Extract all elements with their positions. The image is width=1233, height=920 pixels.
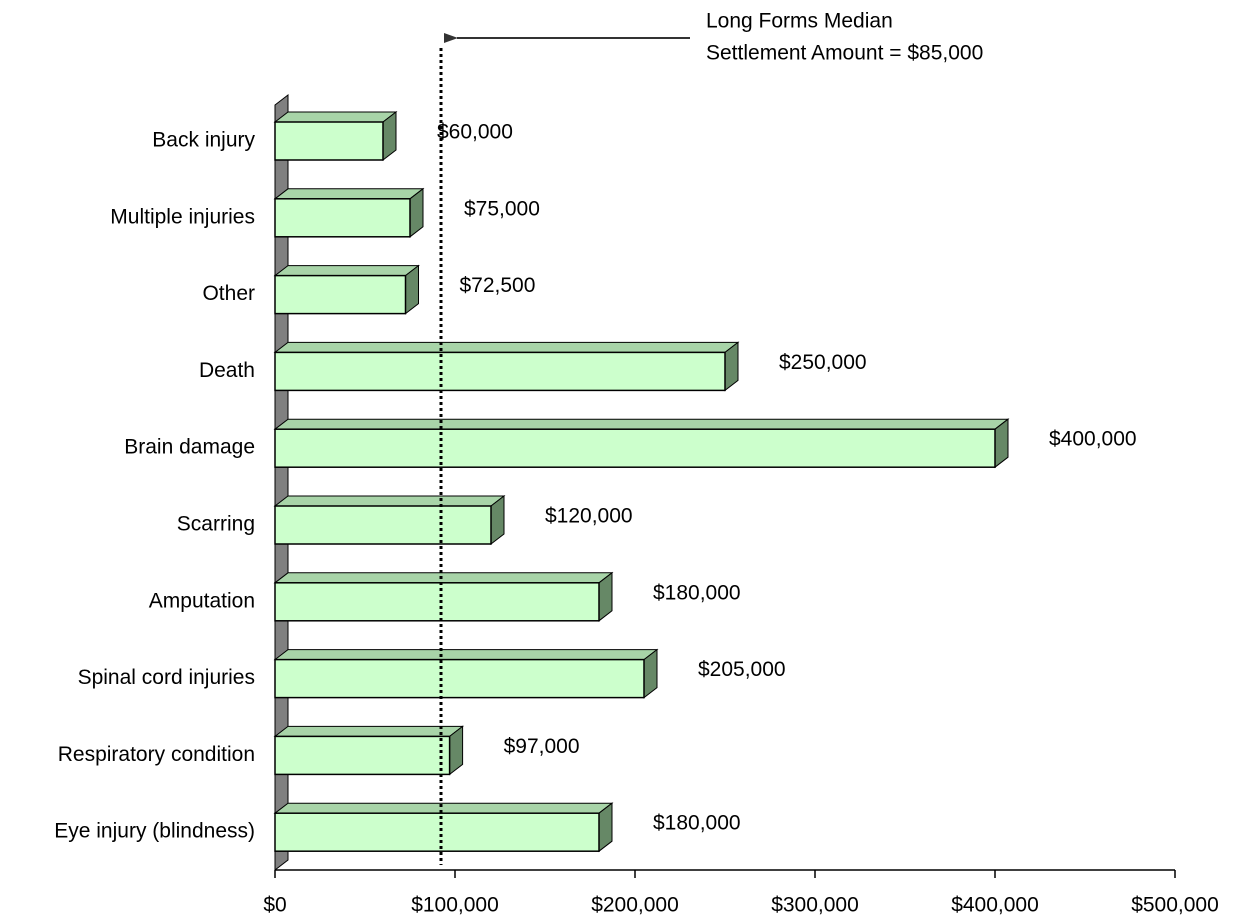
y-tick-label: Back injury xyxy=(152,129,255,152)
bar xyxy=(274,428,996,468)
bar xyxy=(274,812,600,852)
y-tick-label: Multiple injuries xyxy=(110,205,255,228)
data-label: $97,000 xyxy=(504,735,580,758)
bar xyxy=(274,735,451,776)
data-label: $400,000 xyxy=(1049,428,1137,451)
y-tick-label: Amputation xyxy=(149,589,255,612)
bar-top xyxy=(273,111,398,123)
bar xyxy=(274,582,600,622)
bar-top xyxy=(273,188,425,200)
bar-top xyxy=(273,725,465,737)
y-tick-label: Other xyxy=(202,282,255,305)
bar-top xyxy=(273,265,420,277)
x-tick-label: $300,000 xyxy=(771,894,859,917)
bar-top xyxy=(273,802,614,814)
data-label: $180,000 xyxy=(653,812,741,835)
y-tick-label: Death xyxy=(199,359,255,382)
data-label: $180,000 xyxy=(653,581,741,604)
bar-top xyxy=(273,649,659,661)
bar-top xyxy=(273,572,614,584)
data-label: $75,000 xyxy=(464,197,540,220)
data-label: $205,000 xyxy=(698,658,786,681)
bar-top xyxy=(273,341,740,353)
annotation: Long Forms Median xyxy=(706,10,893,33)
data-label: $250,000 xyxy=(779,351,867,374)
bar-top xyxy=(273,418,1010,430)
x-tick-label: $400,000 xyxy=(951,894,1039,917)
x-tick-label: $0 xyxy=(263,894,286,917)
bar-top xyxy=(273,495,506,507)
bar xyxy=(274,658,645,699)
data-label: $72,500 xyxy=(460,274,536,297)
y-tick-label: Eye injury (blindness) xyxy=(54,820,255,843)
y-tick-label: Scarring xyxy=(177,513,255,536)
bar xyxy=(274,351,726,392)
y-tick-label: Respiratory condition xyxy=(58,743,255,766)
bar xyxy=(274,505,492,545)
annotation: Settlement Amount = $85,000 xyxy=(706,42,983,65)
bar xyxy=(274,121,384,161)
x-tick-label: $200,000 xyxy=(591,894,679,917)
x-tick-label: $100,000 xyxy=(411,894,499,917)
y-tick-label: Brain damage xyxy=(124,436,255,459)
bar xyxy=(274,274,407,315)
x-tick-label: $500,000 xyxy=(1131,894,1219,917)
data-label: $60,000 xyxy=(437,121,513,144)
y-tick-label: Spinal cord injuries xyxy=(78,666,255,689)
bar xyxy=(274,198,411,238)
data-label: $120,000 xyxy=(545,505,633,528)
